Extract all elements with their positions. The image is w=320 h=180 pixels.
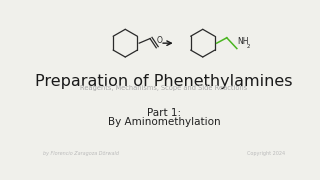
Text: 2: 2: [247, 44, 251, 49]
Text: Preparation of Phenethylamines: Preparation of Phenethylamines: [35, 74, 293, 89]
Text: Part 1:: Part 1:: [147, 108, 181, 118]
Text: by Florencio Zaragoza Dörwald: by Florencio Zaragoza Dörwald: [43, 151, 119, 156]
Text: By Aminomethylation: By Aminomethylation: [108, 117, 220, 127]
Text: NH: NH: [238, 37, 249, 46]
Text: Reagents, Mechanisms, Scope and Side Reactions: Reagents, Mechanisms, Scope and Side Rea…: [80, 85, 248, 91]
Text: O: O: [157, 36, 163, 45]
Text: Copyright 2024: Copyright 2024: [247, 151, 285, 156]
